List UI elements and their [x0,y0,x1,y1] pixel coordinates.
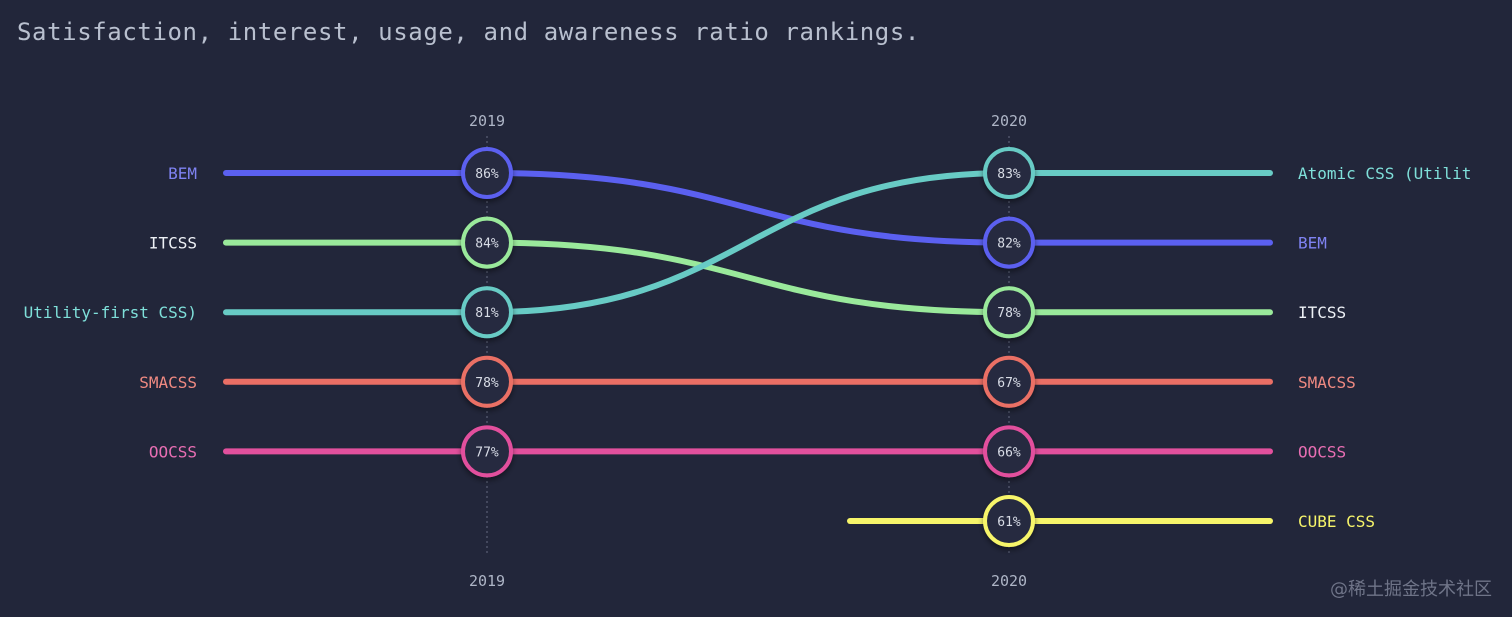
point-oocss-2020[interactable]: 66% [983,425,1035,478]
chart-title: Satisfaction, interest, usage, and aware… [17,18,920,46]
point-value-label: 78% [997,306,1021,321]
point-circle [983,286,1035,339]
point-atomic-css-utility-first-css-2019[interactable]: 81% [461,286,513,339]
point-bem-2019[interactable]: 86% [461,147,513,199]
series-label-left-atomic-css-utility-first-css: Utility-first CSS) [24,303,197,322]
point-value-label: 78% [475,376,499,391]
point-value-label: 82% [997,237,1021,252]
point-circle [461,286,513,339]
year-label-bottom-2019: 2019 [469,572,505,590]
year-label-top-2019: 2019 [469,112,505,130]
series-label-right-atomic-css-utility-first-css: Atomic CSS (Utilit [1298,164,1471,183]
point-smacss-2019[interactable]: 78% [461,355,513,408]
series-label-right-bem: BEM [1298,234,1327,253]
point-circle [983,495,1035,547]
point-circle [983,425,1035,478]
series-lines [223,170,1273,524]
point-circle [983,216,1035,269]
series-label-left-bem: BEM [168,164,197,183]
point-circle [461,355,513,408]
point-value-label: 81% [475,306,499,321]
series-label-right-cube-css: CUBE CSS [1298,512,1375,531]
point-circle [461,147,513,199]
point-value-label: 83% [997,167,1021,182]
point-itcss-2020[interactable]: 78% [983,286,1035,339]
point-atomic-css-utility-first-css-2020[interactable]: 83% [983,147,1035,199]
watermark: @稀土掘金技术社区 [1330,579,1492,600]
point-smacss-2020[interactable]: 67% [983,355,1035,408]
series-line-itcss[interactable] [223,239,1273,316]
series-label-left-smacss: SMACSS [139,373,197,392]
point-bem-2020[interactable]: 82% [983,216,1035,269]
point-value-label: 61% [997,515,1021,530]
point-circle [983,355,1035,408]
series-label-left-itcss: ITCSS [149,234,197,253]
year-label-bottom-2020: 2020 [991,572,1027,590]
point-oocss-2019[interactable]: 77% [461,425,513,478]
series-label-left-oocss: OOCSS [149,442,197,461]
point-value-label: 84% [475,237,499,252]
series-label-right-itcss: ITCSS [1298,303,1346,322]
point-circle [461,216,513,269]
point-value-label: 67% [997,376,1021,391]
point-value-label: 66% [997,445,1021,460]
series-label-right-oocss: OOCSS [1298,442,1346,461]
series-line-bem[interactable] [223,170,1273,246]
point-value-label: 77% [475,445,499,460]
point-cube-css-2020[interactable]: 61% [983,495,1035,547]
point-circle [983,147,1035,199]
point-itcss-2019[interactable]: 84% [461,216,513,269]
series-label-right-smacss: SMACSS [1298,373,1356,392]
point-value-label: 86% [475,167,499,182]
series-line-atomic-css-utility-first-css[interactable] [223,170,1273,316]
year-label-top-2020: 2020 [991,112,1027,130]
point-circle [461,425,513,478]
